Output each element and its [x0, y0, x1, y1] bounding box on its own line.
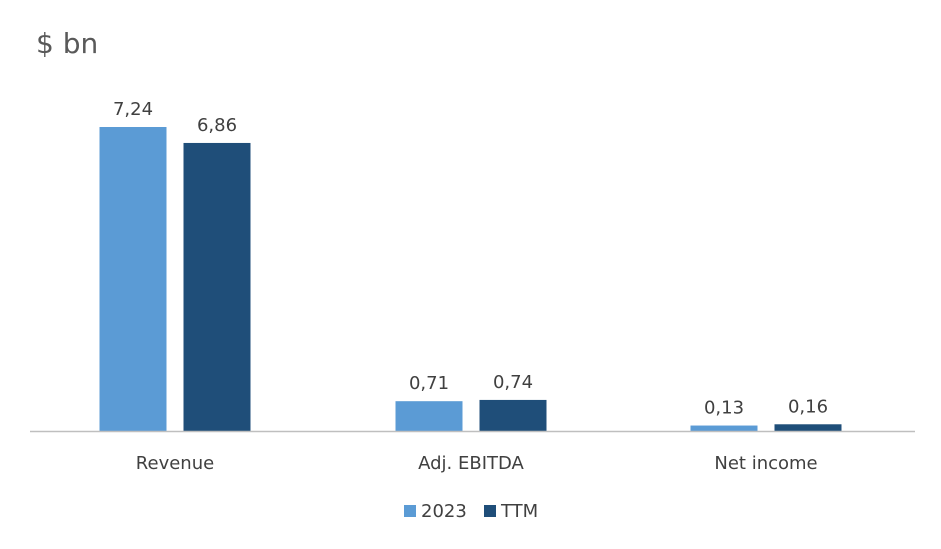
category-label: Revenue [136, 453, 214, 474]
bar-ttm-revenue [183, 142, 251, 431]
bar-ttm-adj-ebitda [479, 399, 547, 431]
legend-swatch-2023 [404, 505, 416, 517]
data-label: 0,13 [704, 398, 744, 419]
bar-ttm-net-income [774, 424, 842, 431]
data-label: 0,74 [493, 372, 533, 393]
data-label: 0,71 [409, 373, 449, 394]
bar-2023-net-income [690, 425, 758, 431]
data-label: 6,86 [197, 115, 237, 136]
legend-label-ttm: TTM [500, 501, 538, 522]
category-label: Net income [714, 453, 817, 474]
data-label: 0,16 [788, 396, 828, 417]
bar-2023-adj-ebitda [395, 401, 463, 431]
bar-2023-revenue [99, 127, 167, 431]
legend-label-2023: 2023 [421, 501, 467, 522]
legend-swatch-ttm [484, 505, 496, 517]
chart-unit-title: $ bn [36, 27, 99, 60]
data-label: 7,24 [113, 99, 153, 120]
category-label: Adj. EBITDA [418, 453, 524, 474]
